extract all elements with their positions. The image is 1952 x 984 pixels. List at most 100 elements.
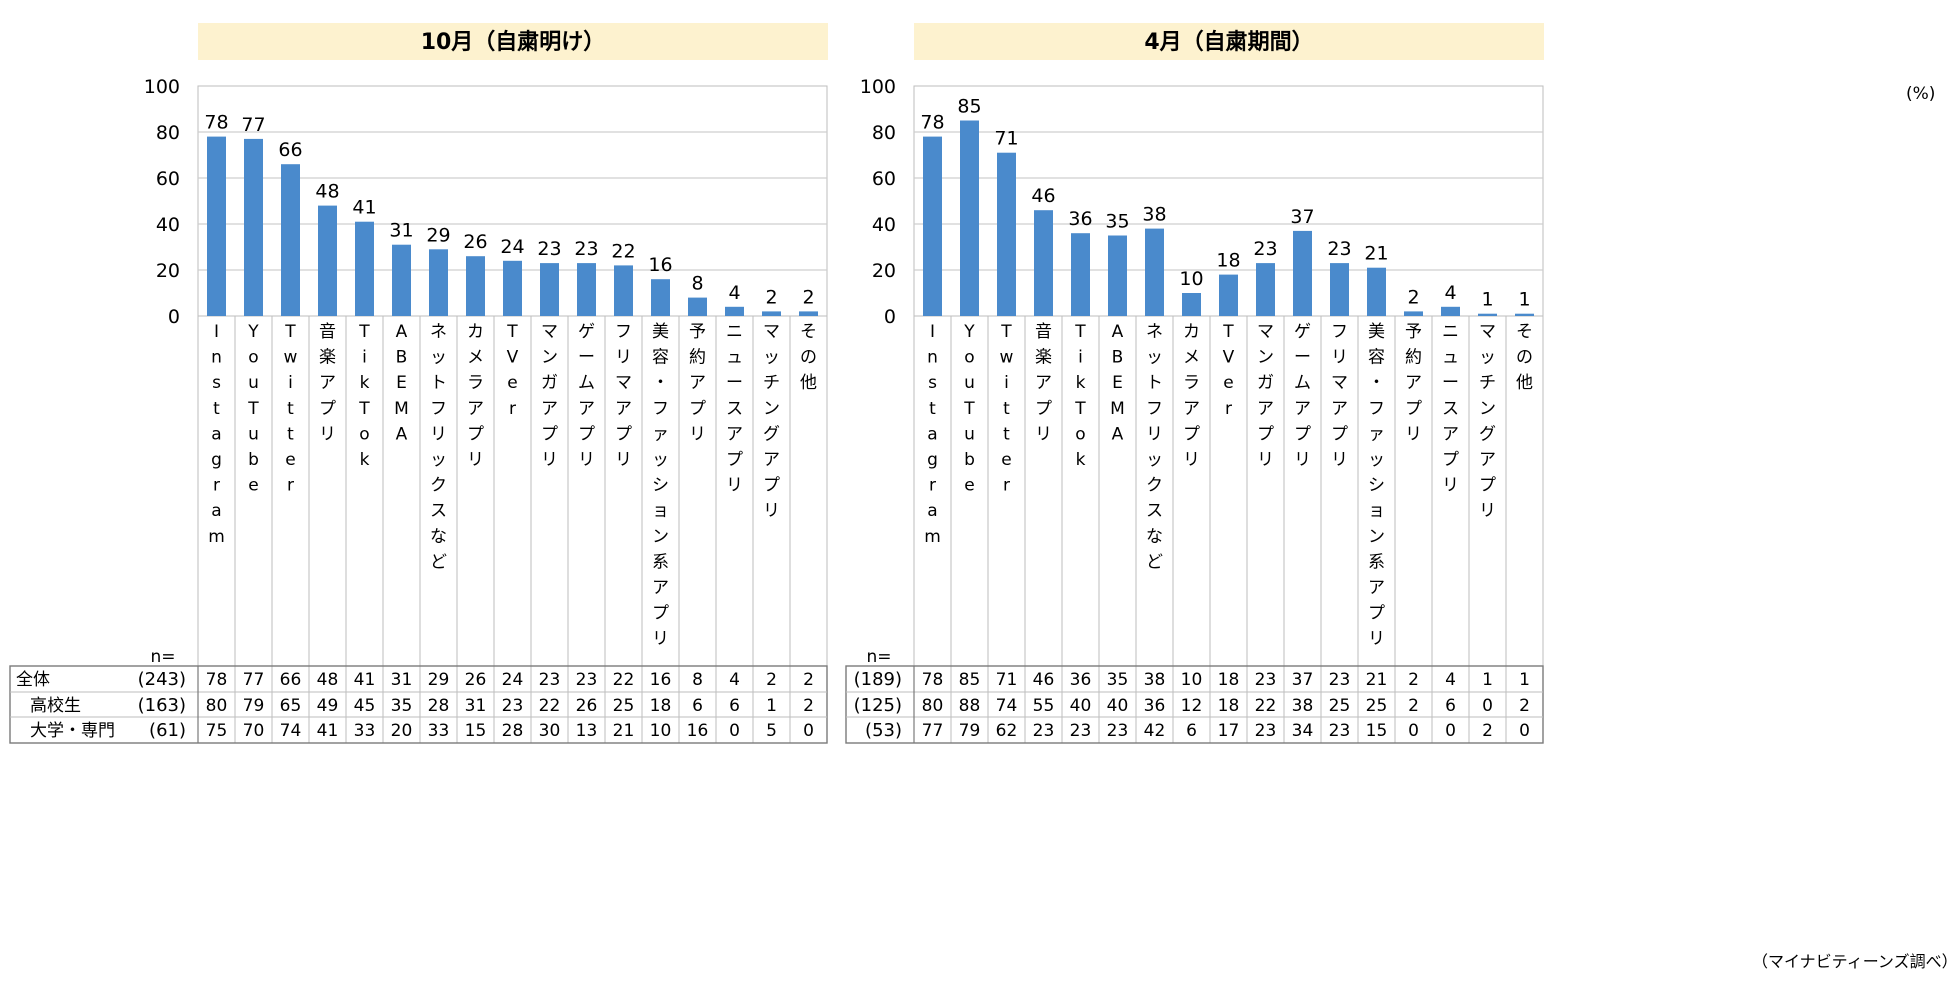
y-tick-label: 100 <box>860 76 896 98</box>
table-cell: 23 <box>1107 721 1129 741</box>
table-cell: 48 <box>317 670 339 690</box>
table-cell: 16 <box>687 721 709 741</box>
table-cell: 37 <box>1292 670 1314 690</box>
bar <box>762 311 781 316</box>
table-cell: 25 <box>1329 696 1351 716</box>
table-cell: 45 <box>354 696 376 716</box>
bar-value-label: 1 <box>1518 289 1530 311</box>
bar-value-label: 35 <box>1105 211 1129 233</box>
table-cell: 18 <box>650 696 672 716</box>
table-cell: 20 <box>391 721 413 741</box>
table-row-n: (61) <box>149 720 186 741</box>
bar <box>355 221 374 316</box>
table-cell: 5 <box>766 721 777 741</box>
category-label: マンガアプリ <box>541 322 558 470</box>
bar-value-label: 26 <box>463 231 487 253</box>
category-label: 音楽アプリ <box>319 322 336 444</box>
bar <box>799 311 818 316</box>
bar-value-label: 22 <box>611 240 635 262</box>
bar-value-label: 24 <box>500 236 524 258</box>
table-cell: 10 <box>1181 670 1203 690</box>
category-label: ネットフリックスなど <box>430 322 447 572</box>
table-cell: 35 <box>391 696 413 716</box>
table-cell: 42 <box>1144 721 1166 741</box>
table-cell: 1 <box>1482 670 1493 690</box>
table-cell: 70 <box>243 721 265 741</box>
bar <box>1293 230 1312 316</box>
bar-value-label: 1 <box>1481 289 1493 311</box>
bar <box>429 249 448 316</box>
bar <box>1404 311 1423 316</box>
table-cell: 75 <box>206 721 228 741</box>
table-cell: 0 <box>729 721 740 741</box>
n-label: n= <box>150 647 175 667</box>
table-cell: 12 <box>1181 696 1203 716</box>
category-label: 予約アプリ <box>1405 322 1422 444</box>
bar <box>466 256 485 316</box>
category-label: ゲームアプリ <box>1294 322 1311 470</box>
bar <box>1145 228 1164 316</box>
y-tick-label: 40 <box>156 214 180 236</box>
table-cell: 2 <box>1482 721 1493 741</box>
table-cell: 36 <box>1144 696 1166 716</box>
bar <box>244 138 263 316</box>
bar-value-label: 31 <box>389 220 413 242</box>
table-cell: 79 <box>959 721 981 741</box>
bar-value-label: 38 <box>1142 204 1166 226</box>
bar <box>1182 293 1201 316</box>
category-label: カメラアプリ <box>467 322 484 470</box>
table-cell: 6 <box>729 696 740 716</box>
table-row-n: (163) <box>138 695 186 716</box>
bar-value-label: 4 <box>1444 282 1456 304</box>
y-tick-label: 100 <box>144 76 180 98</box>
table-cell: 66 <box>280 670 302 690</box>
table-cell: 2 <box>803 670 814 690</box>
table-cell: 21 <box>613 721 635 741</box>
table-cell: 40 <box>1070 696 1092 716</box>
table-cell: 23 <box>576 670 598 690</box>
table-cell: 33 <box>354 721 376 741</box>
table-cell: 29 <box>428 670 450 690</box>
table-cell: 65 <box>280 696 302 716</box>
table-cell: 77 <box>243 670 265 690</box>
y-tick-label: 0 <box>884 306 896 328</box>
table-row-n: (243) <box>138 669 186 690</box>
bar-value-label: 36 <box>1068 208 1092 230</box>
table-cell: 15 <box>1366 721 1388 741</box>
table-cell: 2 <box>766 670 777 690</box>
table-cell: 26 <box>576 696 598 716</box>
table-cell: 0 <box>1445 721 1456 741</box>
table-cell: 25 <box>613 696 635 716</box>
bar-value-label: 2 <box>765 286 777 308</box>
table-cell: 18 <box>1218 670 1240 690</box>
table-cell: 24 <box>502 670 524 690</box>
chart-title-band <box>198 23 828 60</box>
table-row-label: 高校生 <box>30 696 81 716</box>
table-cell: 23 <box>1255 721 1277 741</box>
table-cell: 0 <box>1408 721 1419 741</box>
bar-value-label: 29 <box>426 224 450 246</box>
data-table-frame <box>845 665 1544 744</box>
table-cell: 78 <box>206 670 228 690</box>
table-cell: 41 <box>317 721 339 741</box>
table-row-n: (189) <box>854 669 902 690</box>
table-cell: 1 <box>766 696 777 716</box>
table-cell: 6 <box>1445 696 1456 716</box>
bar <box>614 265 633 316</box>
table-cell: 22 <box>613 670 635 690</box>
table-cell: 22 <box>1255 696 1277 716</box>
table-cell: 40 <box>1107 696 1129 716</box>
bar-value-label: 23 <box>537 238 561 260</box>
bar <box>1108 235 1127 316</box>
bar <box>1256 263 1275 316</box>
table-cell: 2 <box>803 696 814 716</box>
category-label: マッチングアプリ <box>1479 322 1496 521</box>
